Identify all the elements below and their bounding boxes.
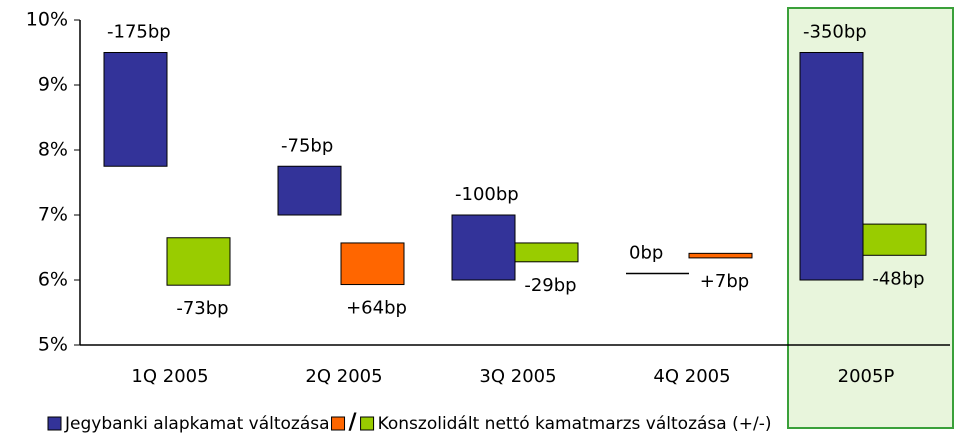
x-tick-label: 2Q 2005: [305, 366, 382, 387]
y-tick-label: 6%: [38, 269, 68, 291]
bar: [166, 237, 231, 286]
y-tick-label: 9%: [38, 74, 68, 96]
bar: [277, 165, 342, 216]
value-label: -48bp: [872, 268, 924, 289]
value-label: +7bp: [700, 271, 749, 292]
bar: [688, 252, 753, 259]
x-tick-label: 1Q 2005: [131, 366, 208, 387]
legend-swatch: [331, 416, 346, 431]
y-tick-label: 8%: [38, 139, 68, 161]
value-label: -29bp: [524, 275, 576, 296]
bar: [451, 214, 516, 281]
bar: [799, 52, 864, 281]
value-label: -73bp: [176, 298, 228, 319]
x-tick-label: 4Q 2005: [653, 366, 730, 387]
legend-swatch: [47, 416, 62, 431]
value-label: -75bp: [281, 135, 333, 156]
legend-separator: /: [349, 410, 358, 435]
legend-label: Konszolidált nettó kamatmarzs változása …: [378, 414, 772, 434]
value-label: -175bp: [107, 22, 171, 43]
value-label: 0bp: [629, 243, 663, 264]
bar: [103, 52, 168, 167]
value-label: +64bp: [346, 298, 407, 319]
legend-swatch: [360, 416, 375, 431]
value-label: -100bp: [455, 184, 519, 205]
y-tick-label: 5%: [38, 334, 68, 356]
value-label: -350bp: [803, 22, 867, 43]
bar: [340, 242, 405, 286]
y-tick-label: 10%: [26, 9, 68, 31]
x-tick-label: 2005P: [838, 366, 895, 387]
x-tick-label: 3Q 2005: [479, 366, 556, 387]
bar: [862, 223, 927, 256]
legend-label: Jegybanki alapkamat változása: [64, 414, 330, 434]
y-tick-label: 7%: [38, 204, 68, 226]
bar: [514, 242, 579, 263]
